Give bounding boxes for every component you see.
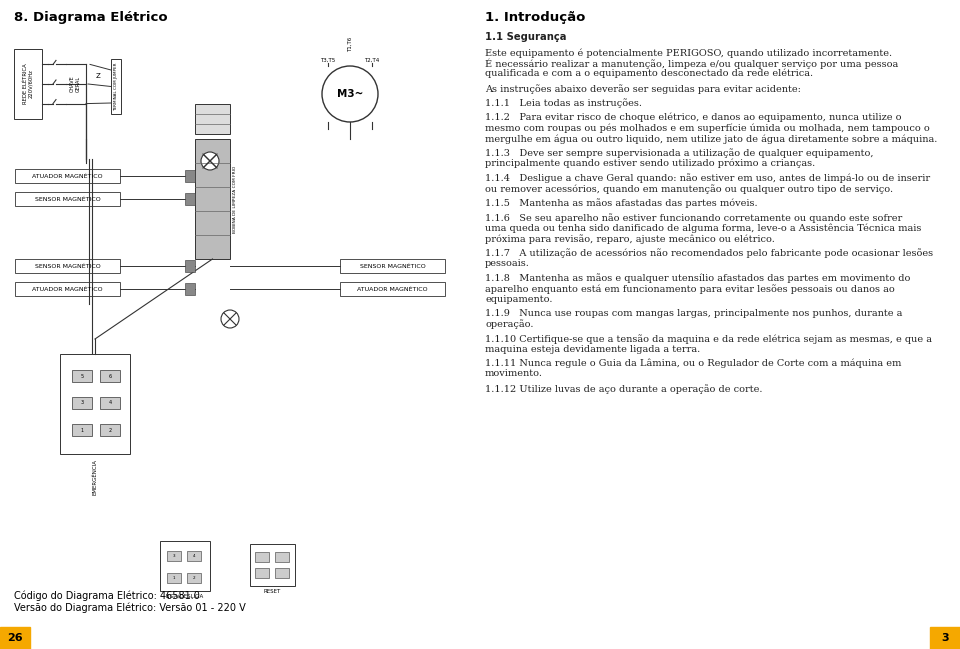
- Bar: [111, 59, 121, 114]
- Text: TERMINAL COM JUMPER: TERMINAL COM JUMPER: [114, 62, 118, 111]
- Text: T1,T6: T1,T6: [348, 37, 352, 52]
- Text: 1.1.6   Se seu aparelho não estiver funcionando corretamente ou quando este sofr: 1.1.6 Se seu aparelho não estiver funcio…: [485, 213, 902, 223]
- Bar: [255, 552, 269, 562]
- Bar: [185, 170, 195, 182]
- Text: movimento.: movimento.: [485, 369, 543, 378]
- Text: 1: 1: [173, 576, 176, 580]
- Text: 1.1.5   Mantenha as mãos afastadas das partes móveis.: 1.1.5 Mantenha as mãos afastadas das par…: [485, 199, 757, 208]
- Text: 1.1.4   Desligue a chave Geral quando: não estiver em uso, antes de limpá-lo ou : 1.1.4 Desligue a chave Geral quando: não…: [485, 173, 930, 183]
- Bar: [255, 568, 269, 578]
- Text: 1.1 Segurança: 1.1 Segurança: [485, 32, 566, 42]
- Text: Este equipamento é potencialmente PERIGOSO, quando utilizado incorretamente.: Este equipamento é potencialmente PERIGO…: [485, 48, 892, 58]
- Text: ATUADOR MAGNÉTICO: ATUADOR MAGNÉTICO: [33, 286, 103, 291]
- Bar: [15, 259, 120, 273]
- Bar: [100, 424, 120, 436]
- Text: 1.1.12 Utilize luvas de aço durante a operação de corte.: 1.1.12 Utilize luvas de aço durante a op…: [485, 384, 762, 394]
- Text: Versão do Diagrama Elétrico: Versão 01 - 220 V: Versão do Diagrama Elétrico: Versão 01 -…: [14, 602, 246, 613]
- Text: BOBINA DE LIMPEZA COM FRIO: BOBINA DE LIMPEZA COM FRIO: [233, 165, 237, 232]
- Bar: [185, 260, 195, 272]
- Bar: [195, 139, 230, 259]
- Text: equipamento.: equipamento.: [485, 295, 553, 304]
- Text: operação.: operação.: [485, 319, 534, 329]
- Text: mergulhe em água ou outro liquido, nem utilize jato de água diretamente sobre a : mergulhe em água ou outro liquido, nem u…: [485, 134, 937, 143]
- Text: 1.1.10 Certifique-se que a tensão da maquina e da rede elétrica sejam as mesmas,: 1.1.10 Certifique-se que a tensão da maq…: [485, 334, 932, 344]
- Bar: [0, 627, 30, 649]
- Text: LIGA/DESLIGA: LIGA/DESLIGA: [166, 594, 204, 599]
- Text: 2: 2: [193, 576, 195, 580]
- Text: Z: Z: [96, 73, 101, 79]
- Circle shape: [221, 310, 239, 328]
- Text: 6: 6: [108, 374, 111, 378]
- Bar: [250, 544, 295, 586]
- Text: ou remover acessórios, quando em manutenção ou qualquer outro tipo de serviço.: ou remover acessórios, quando em manuten…: [485, 184, 893, 194]
- Text: 1.1.9   Nunca use roupas com mangas largas, principalmente nos punhos, durante a: 1.1.9 Nunca use roupas com mangas largas…: [485, 309, 902, 318]
- Bar: [167, 573, 181, 583]
- Text: REDE ELÉTRICA
220V/60Hz: REDE ELÉTRICA 220V/60Hz: [23, 64, 34, 104]
- Bar: [195, 104, 230, 134]
- Text: mesmo com roupas ou pés molhados e em superfície úmida ou molhada, nem tampouco : mesmo com roupas ou pés molhados e em su…: [485, 123, 929, 133]
- Text: 1.1.1   Leia todas as instruções.: 1.1.1 Leia todas as instruções.: [485, 99, 642, 108]
- Text: 1.1.11 Nunca regule o Guia da Lâmina, ou o Regulador de Corte com a máquina em: 1.1.11 Nunca regule o Guia da Lâmina, ou…: [485, 359, 901, 369]
- Bar: [100, 370, 120, 382]
- Bar: [275, 552, 289, 562]
- Text: 1: 1: [81, 428, 84, 432]
- Text: T2,T4: T2,T4: [365, 58, 379, 63]
- Text: pessoais.: pessoais.: [485, 259, 530, 268]
- Bar: [72, 397, 92, 409]
- Text: 2: 2: [108, 428, 111, 432]
- Bar: [160, 541, 210, 591]
- Bar: [60, 354, 130, 454]
- Text: aparelho enquanto está em funcionamento para evitar lesões pessoais ou danos ao: aparelho enquanto está em funcionamento …: [485, 284, 895, 294]
- Text: 1.1.3   Deve ser sempre supervisionada a utilização de qualquer equipamento,: 1.1.3 Deve ser sempre supervisionada a u…: [485, 149, 874, 158]
- Text: 4: 4: [108, 400, 111, 406]
- Text: M3~: M3~: [337, 89, 363, 99]
- Text: As instruções abaixo deverão ser seguidas para evitar acidente:: As instruções abaixo deverão ser seguida…: [485, 84, 801, 94]
- Text: RESET: RESET: [264, 589, 281, 594]
- Text: SENSOR MAGNÉTICO: SENSOR MAGNÉTICO: [360, 263, 425, 269]
- Text: 8. Diagrama Elétrico: 8. Diagrama Elétrico: [14, 11, 168, 24]
- Text: 3: 3: [941, 633, 948, 643]
- Text: próxima para revisão, reparo, ajuste mecânico ou elétrico.: próxima para revisão, reparo, ajuste mec…: [485, 234, 775, 244]
- Bar: [185, 193, 195, 205]
- Text: principalmente quando estiver sendo utilizado próximo a crianças.: principalmente quando estiver sendo util…: [485, 159, 815, 169]
- Text: EMERGÊNCIA: EMERGÊNCIA: [92, 459, 98, 495]
- Text: qualificada e com a o equipamento desconectado da rede elétrica.: qualificada e com a o equipamento descon…: [485, 69, 813, 79]
- Text: 1.1.2   Para evitar risco de choque elétrico, e danos ao equipamento, nunca util: 1.1.2 Para evitar risco de choque elétri…: [485, 113, 901, 123]
- Bar: [187, 573, 201, 583]
- Bar: [275, 568, 289, 578]
- Text: SENSOR MAGNÉTICO: SENSOR MAGNÉTICO: [35, 263, 101, 269]
- Bar: [100, 397, 120, 409]
- Text: SENSOR MAGNÉTICO: SENSOR MAGNÉTICO: [35, 197, 101, 202]
- Text: ATUADOR MAGNÉTICO: ATUADOR MAGNÉTICO: [33, 173, 103, 178]
- Text: Código do Diagrama Elétrico: 46581.0: Código do Diagrama Elétrico: 46581.0: [14, 591, 200, 601]
- Text: 3: 3: [173, 554, 176, 558]
- Text: T3,T5: T3,T5: [321, 58, 336, 63]
- Text: 4: 4: [193, 554, 195, 558]
- Text: ATUADOR MAGNÉTICO: ATUADOR MAGNÉTICO: [357, 286, 428, 291]
- Text: 1.1.8   Mantenha as mãos e qualquer utensílio afastados das partes em movimento : 1.1.8 Mantenha as mãos e qualquer utensí…: [485, 273, 910, 284]
- Bar: [185, 283, 195, 295]
- Text: É necessário realizar a manutenção, limpeza e/ou qualquer serviço por uma pessoa: É necessário realizar a manutenção, limp…: [485, 58, 899, 69]
- Bar: [72, 370, 92, 382]
- Bar: [340, 259, 445, 273]
- Text: maquina esteja devidamente ligada a terra.: maquina esteja devidamente ligada a terr…: [485, 345, 700, 354]
- Text: 3: 3: [81, 400, 84, 406]
- Bar: [167, 551, 181, 561]
- Bar: [15, 192, 120, 206]
- Bar: [15, 282, 120, 296]
- Text: 1.1.7   A utilização de acessórios não recomendados pelo fabricante pode ocasion: 1.1.7 A utilização de acessórios não rec…: [485, 249, 933, 258]
- Text: CHAVE
GERAL: CHAVE GERAL: [69, 76, 81, 92]
- Text: uma queda ou tenha sido danificado de alguma forma, leve-o a Assistência Técnica: uma queda ou tenha sido danificado de al…: [485, 223, 922, 233]
- Bar: [72, 424, 92, 436]
- Text: 1. Introdução: 1. Introdução: [485, 11, 586, 24]
- Bar: [340, 282, 445, 296]
- Text: 26: 26: [7, 633, 23, 643]
- Circle shape: [322, 66, 378, 122]
- Circle shape: [201, 152, 219, 170]
- Bar: [14, 49, 42, 119]
- Bar: [187, 551, 201, 561]
- Text: 5: 5: [81, 374, 84, 378]
- Bar: [15, 169, 120, 183]
- Bar: [930, 627, 960, 649]
